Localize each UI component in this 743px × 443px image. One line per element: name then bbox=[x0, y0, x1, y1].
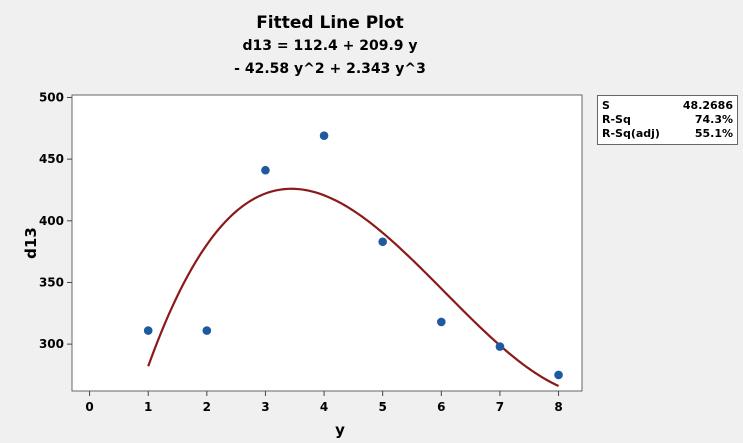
x-tick-label: 8 bbox=[554, 400, 562, 414]
data-point bbox=[495, 342, 505, 351]
equation-line-1: d13 = 112.4 + 209.9 y bbox=[242, 38, 418, 54]
x-tick-label: 3 bbox=[261, 400, 269, 414]
chart-title: Fitted Line Plot bbox=[256, 13, 404, 33]
stat-value: 55.1% bbox=[694, 127, 733, 140]
data-point bbox=[378, 237, 387, 247]
stat-row-rsq-adj: R-Sq(adj) 55.1% bbox=[602, 127, 733, 141]
x-tick-label: 4 bbox=[320, 400, 328, 414]
stat-value: 74.3% bbox=[694, 113, 733, 126]
data-point bbox=[437, 317, 446, 327]
x-tick-label: 2 bbox=[203, 400, 211, 414]
stat-label: R-Sq(adj) bbox=[602, 127, 660, 140]
y-tick-label: 450 bbox=[39, 152, 64, 166]
y-tick-label: 500 bbox=[39, 90, 64, 104]
y-tick-label: 300 bbox=[39, 337, 64, 351]
stat-label: S bbox=[602, 99, 610, 112]
data-point bbox=[261, 165, 270, 175]
x-tick-label: 0 bbox=[85, 400, 93, 414]
y-tick-label: 350 bbox=[39, 275, 64, 289]
data-point bbox=[319, 131, 329, 140]
stat-row-s: S 48.2686 bbox=[602, 99, 733, 113]
stat-value: 48.2686 bbox=[682, 99, 733, 112]
x-tick-label: 5 bbox=[379, 400, 387, 414]
x-tick-label: 7 bbox=[496, 400, 504, 414]
x-axis-label: y bbox=[335, 421, 345, 439]
data-point bbox=[202, 326, 212, 335]
stats-box: S 48.2686 R-Sq 74.3% R-Sq(adj) 55.1% bbox=[597, 95, 738, 145]
plot-frame bbox=[71, 94, 583, 392]
y-axis-label: d13 bbox=[22, 227, 40, 259]
data-point bbox=[143, 326, 153, 335]
fit-line bbox=[147, 187, 560, 387]
y-tick-label: 400 bbox=[39, 214, 64, 228]
stat-row-rsq: R-Sq 74.3% bbox=[602, 113, 733, 127]
equation-line-2: - 42.58 y^2 + 2.343 y^3 bbox=[234, 61, 426, 77]
stat-label: R-Sq bbox=[602, 113, 631, 126]
data-point bbox=[554, 370, 563, 380]
x-tick-label: 1 bbox=[144, 400, 152, 414]
x-tick-label: 6 bbox=[437, 400, 445, 414]
